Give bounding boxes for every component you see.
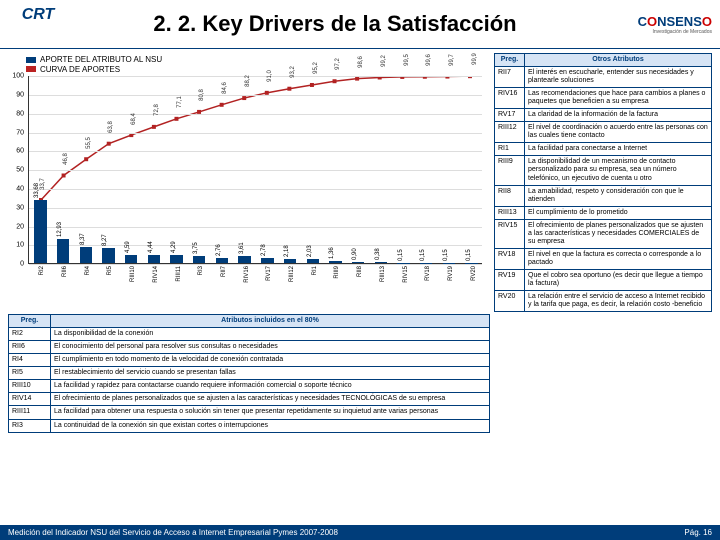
logo-right: CONSENSO Investigación de Mercados [602,14,712,35]
bar-RI3: 3,75 [193,256,205,263]
bar-RII6: 12,93 [57,239,69,263]
left-table: Preg.Atributos incluidos en el 80% RI2La… [8,314,490,432]
page-title: 2. 2. Key Drivers de la Satisfacción [68,12,602,36]
bar-RIII12: 2,18 [284,259,296,263]
chart-legend: APORTE DEL ATRIBUTO AL NSU CURVA DE APOR… [8,53,488,76]
right-table: Preg.Otros Atributos RII7El interés en e… [494,53,712,312]
bar-RV17: 2,78 [261,258,273,263]
bar-RI4: 8,37 [80,247,92,263]
bar-RI1: 2,03 [307,259,319,263]
footer: Medición del Indicador NSU del Servicio … [0,525,720,540]
bar-RIII10: 4,59 [125,255,137,264]
bar-RI5: 8,27 [102,248,114,264]
bar-RII7: 2,76 [216,258,228,263]
bar-RIV16: 3,61 [238,256,250,263]
bar-RIV14: 4,44 [148,255,160,263]
logo-left: CRT [8,6,68,42]
bar-RIII9: 1,36 [329,261,341,264]
bar-RIII13: 0,38 [375,262,387,263]
bar-RI2: 33,68 [34,200,46,263]
driver-chart: 0102030405060708090100 33,6833,712,9346,… [8,76,482,286]
bar-RIII11: 4,29 [170,255,182,263]
bar-RII8: 0,90 [352,262,364,264]
